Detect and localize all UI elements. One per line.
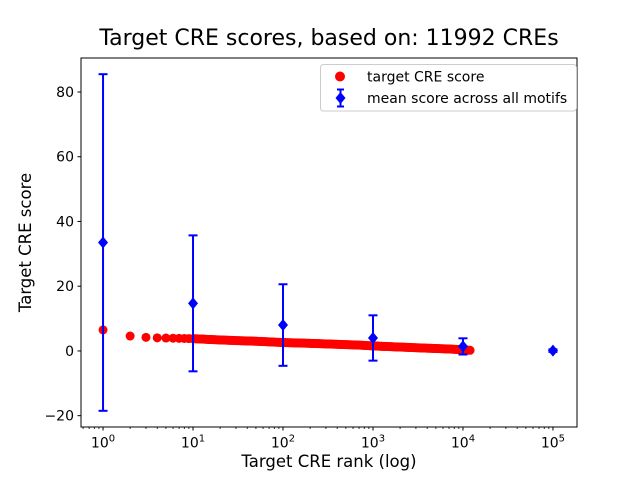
plot-border (80, 57, 578, 428)
y-tick-label: 40 (56, 214, 74, 230)
red-data-point (141, 332, 151, 342)
x-axis-ticks: 100 101 102 103 104 105 (82, 427, 565, 452)
y-axis-ticks: −20 0 20 40 60 80 (44, 85, 81, 425)
legend: target CRE score mean score across all m… (320, 64, 577, 112)
x-axis-label: Target CRE rank (log) (240, 452, 416, 471)
y-tick-label: −20 (44, 409, 74, 425)
y-tick-label: 80 (56, 85, 74, 101)
y-tick-label: 20 (56, 279, 74, 295)
blue-diamond-data-point (367, 331, 378, 344)
x-tick-label: 102 (271, 434, 295, 452)
legend-label-mean-score: mean score across all motifs (367, 91, 567, 107)
legend-red-circle-icon (335, 71, 345, 82)
y-axis-label: Target CRE score (16, 173, 35, 313)
x-tick-label: 105 (541, 434, 565, 452)
x-tick-label: 104 (451, 434, 475, 452)
blue-diamond-data-point (278, 319, 289, 332)
legend-blue-diamond-icon (335, 88, 346, 108)
mean-score-errorbar-series (98, 73, 558, 412)
blue-diamond-data-point (457, 340, 468, 353)
red-data-point (152, 333, 162, 343)
chart-title: Target CRE scores, based on: 11992 CREs (98, 26, 558, 51)
red-data-point (125, 331, 135, 341)
blue-diamond-data-point (98, 236, 109, 249)
red-data-point (465, 345, 475, 355)
blue-diamond-data-point (547, 344, 558, 357)
target-cre-score-series (98, 325, 475, 355)
legend-box (320, 64, 577, 112)
red-data-point (161, 333, 171, 343)
y-tick-label: 0 (65, 344, 74, 360)
x-tick-label: 101 (181, 434, 205, 452)
y-tick-label: 60 (56, 150, 74, 166)
blue-diamond-data-point (188, 297, 199, 310)
legend-label-target-cre-score: target CRE score (367, 70, 484, 86)
x-tick-label: 100 (91, 434, 115, 452)
x-tick-label: 103 (361, 434, 385, 452)
